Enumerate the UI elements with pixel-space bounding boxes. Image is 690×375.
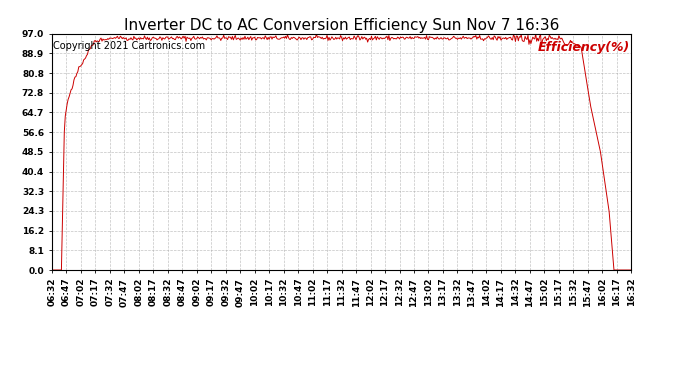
Title: Inverter DC to AC Conversion Efficiency Sun Nov 7 16:36: Inverter DC to AC Conversion Efficiency … [124,18,559,33]
Text: Copyright 2021 Cartronics.com: Copyright 2021 Cartronics.com [53,41,205,51]
Text: Efficiency(%): Efficiency(%) [538,41,630,54]
